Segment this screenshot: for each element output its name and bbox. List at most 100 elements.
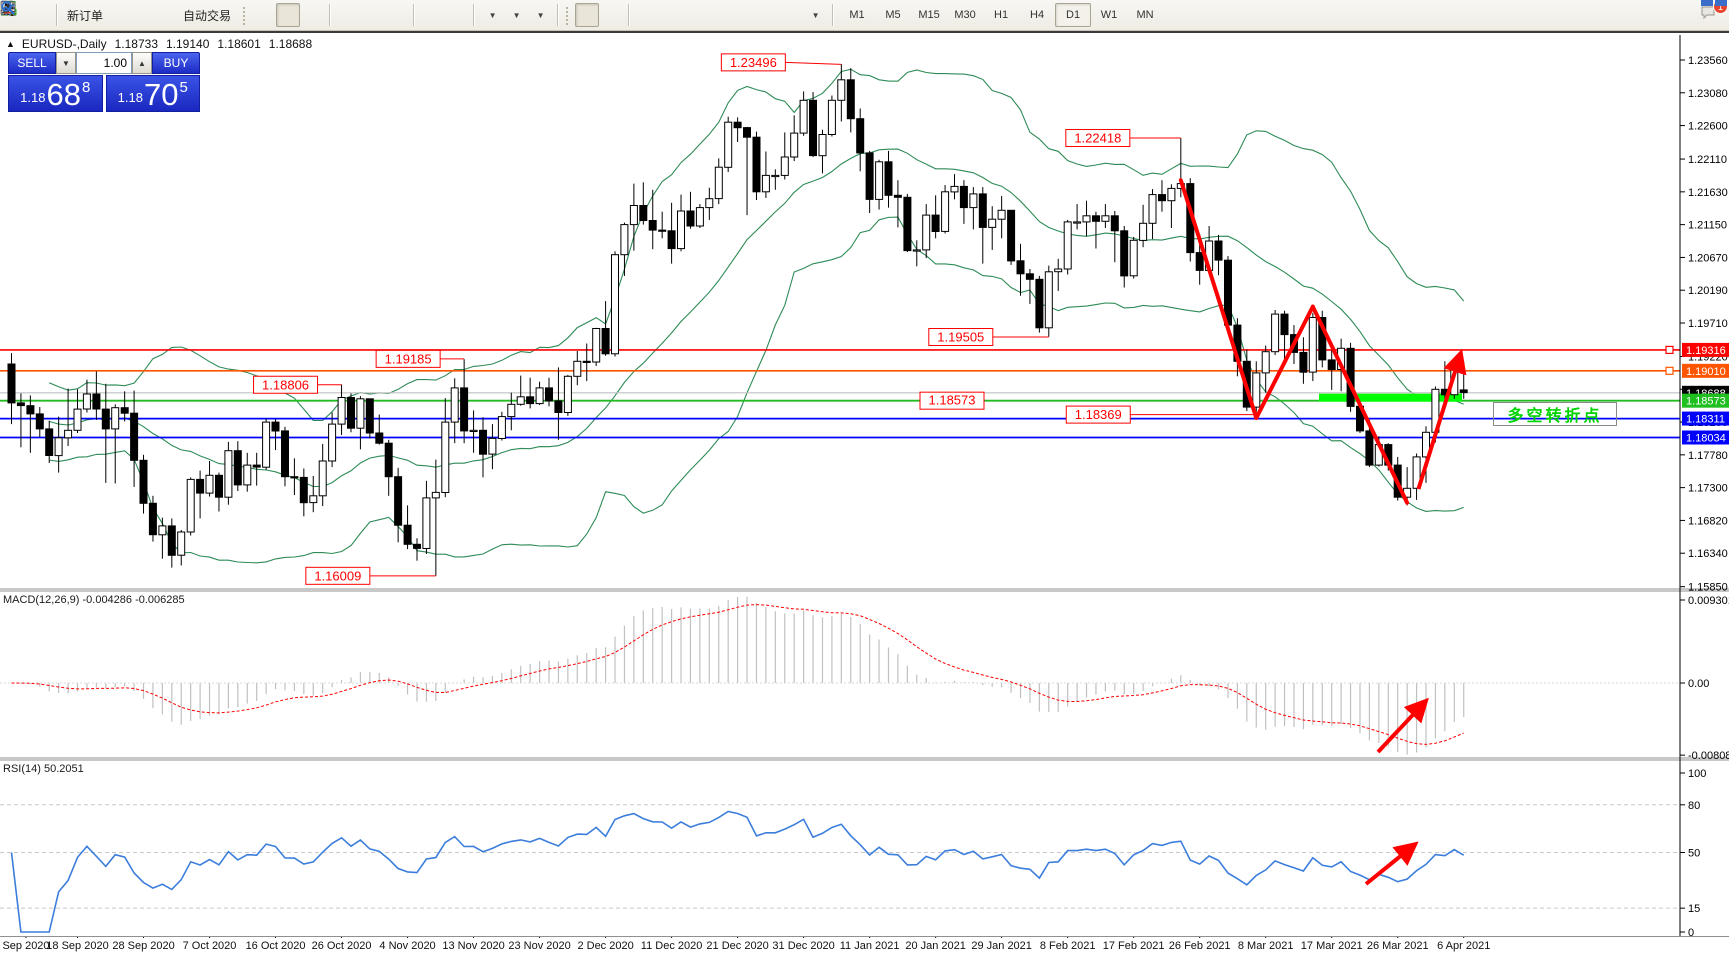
price-callouts[interactable]: 1.23496 1.22418 1.19505 1.19185 1.18806 1.183… xyxy=(253,53,1257,585)
price-scale[interactable]: 1.23560 1.23080 1.22600 1.22110 1.21630 1.211… xyxy=(1680,55,1729,594)
trendline-button[interactable] xyxy=(1,2,707,27)
date-label: 26 Oct 2020 xyxy=(311,940,372,952)
arrows-button[interactable]: A xyxy=(5,2,779,27)
data-window-button[interactable] xyxy=(1,1,155,27)
rsi-scale[interactable]: 100 80 50 15 0 xyxy=(1680,768,1706,939)
volume-input[interactable] xyxy=(76,52,132,74)
candle xyxy=(950,185,959,193)
svg-text:1.16340: 1.16340 xyxy=(1688,548,1728,560)
candle xyxy=(724,121,733,168)
date-label: 23 Nov 2020 xyxy=(508,940,571,952)
candle xyxy=(1054,268,1063,273)
templates-button[interactable]: ▼ xyxy=(1,2,552,27)
candle xyxy=(978,193,987,228)
buy-button[interactable]: BUY xyxy=(152,52,200,74)
volume-decrease-button[interactable]: ▼ xyxy=(56,52,76,74)
periods-button[interactable]: ▼ xyxy=(0,0,528,27)
svg-text:1.22418: 1.22418 xyxy=(1074,131,1121,146)
svg-text:1.16009: 1.16009 xyxy=(314,568,361,583)
toolbar-grip[interactable] xyxy=(564,5,570,25)
candle xyxy=(959,185,968,209)
horizontal-level-lines[interactable] xyxy=(0,345,1680,439)
candle xyxy=(328,423,337,462)
toolbar-separator xyxy=(473,4,476,26)
sell-button[interactable]: SELL xyxy=(8,52,56,74)
auto-scroll-button[interactable] xyxy=(3,2,444,27)
channel-button[interactable]: E xyxy=(0,2,731,27)
candle xyxy=(281,430,289,478)
candle xyxy=(1035,278,1044,329)
bar-chart-button[interactable] xyxy=(2,2,276,27)
search-icon[interactable] xyxy=(1,1,1693,27)
candlestick-series xyxy=(7,64,1468,576)
candle xyxy=(26,405,35,415)
candle xyxy=(488,437,497,455)
text-label-button[interactable]: T xyxy=(1,2,803,27)
date-axis[interactable]: Sep 2020 18 Sep 2020 28 Sep 2020 7 Oct 2020… xyxy=(0,938,1729,953)
candle xyxy=(639,205,648,221)
buy-price-display[interactable]: 1.18 70 5 xyxy=(105,75,200,112)
candle xyxy=(101,408,110,430)
timeframe-button-m15[interactable]: M15 xyxy=(918,9,940,21)
turning-point-annotation[interactable]: 多空转折点 xyxy=(1493,402,1617,426)
pane-separators[interactable] xyxy=(0,35,1729,937)
cursor-button[interactable] xyxy=(4,2,600,27)
autotrading-button[interactable]: 自动交易 xyxy=(1,1,235,27)
timeframe-button-h1[interactable]: H1 xyxy=(994,9,1009,21)
chart-canvas[interactable]: 1.23496 1.22418 1.19505 1.19185 1.18806 1.183… xyxy=(0,33,1729,953)
timeframe-button-mn[interactable]: MN xyxy=(1136,9,1154,21)
one-click-collapse-icon[interactable]: ▲ xyxy=(6,39,15,49)
candle xyxy=(1007,209,1016,262)
candle xyxy=(771,174,780,178)
new-order-button[interactable]: 新订单 xyxy=(1,0,107,27)
candle xyxy=(629,205,638,226)
shapes-button[interactable]: ▼ xyxy=(2,3,827,27)
svg-text:1.23560: 1.23560 xyxy=(1688,55,1728,67)
timeframe-button-m30[interactable]: M30 xyxy=(954,9,976,21)
toolbar-grip[interactable] xyxy=(241,5,247,25)
date-label: 28 Sep 2020 xyxy=(112,940,175,952)
timeframe-button-m1[interactable]: M1 xyxy=(849,9,865,21)
toolbar-separator xyxy=(56,4,58,26)
timeframe-button-w1[interactable]: W1 xyxy=(1100,9,1118,21)
ohlc-low: 1.18601 xyxy=(217,37,261,51)
candle xyxy=(780,156,789,176)
notifications-icon[interactable]: 1 xyxy=(1699,0,1728,27)
vertical-line-button[interactable] xyxy=(7,1,659,27)
macd-scale[interactable]: 0.009301 0.00 -0.008082 xyxy=(1680,595,1729,762)
volume-increase-button[interactable]: ▲ xyxy=(132,52,152,74)
candle xyxy=(290,476,299,479)
svg-text:1.19185: 1.19185 xyxy=(385,351,432,366)
svg-text:100: 100 xyxy=(1688,768,1706,780)
candlestick-chart-button[interactable] xyxy=(2,1,301,27)
trend-annotation-lines[interactable] xyxy=(1178,178,1467,505)
rsi-arrow[interactable] xyxy=(1364,841,1419,886)
horizontal-line-button[interactable] xyxy=(1,3,683,27)
indicators-button[interactable]: ▼ xyxy=(1,1,504,27)
candle xyxy=(790,132,799,158)
zoom-in-button[interactable] xyxy=(1,1,360,27)
candle xyxy=(686,210,695,227)
line-chart-button[interactable] xyxy=(0,3,324,27)
market-watch-button[interactable] xyxy=(1,2,131,27)
profiles-button[interactable] xyxy=(0,1,51,27)
svg-text:1.18573: 1.18573 xyxy=(929,393,976,408)
sell-price-display[interactable]: 1.18 68 8 xyxy=(8,75,103,112)
macd-arrow[interactable] xyxy=(1376,697,1429,754)
timeframe-button-m5[interactable]: M5 xyxy=(885,9,901,21)
fibonacci-button[interactable]: F xyxy=(1,2,755,27)
signals-button[interactable] xyxy=(0,0,179,27)
candle xyxy=(224,450,233,498)
crosshair-button[interactable] xyxy=(1,1,623,27)
green-highlight-bar[interactable] xyxy=(1319,393,1462,402)
chart-shift-button[interactable] xyxy=(2,2,468,27)
candle xyxy=(592,328,601,363)
zoom-out-button[interactable] xyxy=(1,1,384,27)
timeframe-button-h4[interactable]: H4 xyxy=(1030,9,1045,21)
window-border xyxy=(0,31,1729,33)
tile-windows-button[interactable] xyxy=(1,1,408,27)
timeframe-button-d1[interactable]: D1 xyxy=(1055,3,1092,27)
candle xyxy=(233,450,242,486)
svg-text:-0.008082: -0.008082 xyxy=(1688,750,1729,762)
